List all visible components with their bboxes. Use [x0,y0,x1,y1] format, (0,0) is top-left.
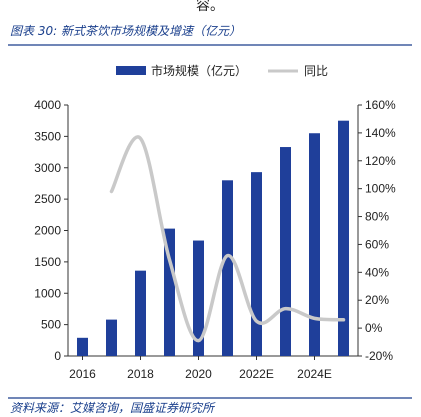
y-right-tick-label: 160% [365,98,396,112]
y-right-tick-label: 80% [365,210,389,224]
bar-2025E [338,120,349,356]
plot-area: 0 500 1000 1500 2000 2500 3000 3500 4000 -20% 0% 20… [34,98,396,381]
y-left-tick-label: 3000 [34,161,61,175]
top-text: 容。 [196,0,224,14]
y-right-tick-label: 40% [365,265,389,279]
y-left-tick-label: 2000 [34,224,61,238]
bar-2018 [135,270,146,356]
y-right-tick-label: 60% [365,237,389,251]
bar-2023E [280,147,291,356]
x-tick-label: 2022E [239,367,274,381]
y-left-tick-label: 1000 [34,286,61,300]
y-right-tick-label: -20% [365,349,393,363]
bar-2019 [164,228,175,356]
bar-2022E [251,172,262,356]
y-left-tick-label: 2500 [34,192,61,206]
bar-2024E [309,133,320,356]
y-right-tick-label: 0% [365,321,383,335]
x-tick-label: 2020 [185,367,212,381]
y-left-tick-label: 500 [41,318,61,332]
legend: 市场规模（亿元） 同比 [116,63,328,78]
y-left-tick-label: 1500 [34,255,61,269]
y-left-tick-label: 4000 [34,98,61,112]
x-tick-label: 2016 [69,367,96,381]
x-tick-label: 2024E [297,367,332,381]
legend-swatch-bar [116,66,146,75]
bar-2020 [193,240,204,356]
legend-label-line: 同比 [304,64,328,78]
source-note: 资料来源：艾媒咨询，国盛证券研究所 [10,401,216,415]
y-right-tick-label: 20% [365,293,389,307]
y-right-tick-label: 140% [365,126,396,140]
yoy-growth-line [109,135,346,343]
bar-2016 [77,337,88,356]
bar-2021 [222,180,233,356]
y-left-tick-label: 3500 [34,129,61,143]
y-right-tick-label: 120% [365,154,396,168]
x-tick-label: 2018 [127,367,154,381]
bar-2017 [106,319,117,356]
y-right-tick-label: 100% [365,182,396,196]
figure-title: 图表 30: 新式茶饮市场规模及增速（亿元） [10,24,241,38]
y-left-tick-label: 0 [54,349,61,363]
legend-label-bar: 市场规模（亿元） [151,63,247,78]
